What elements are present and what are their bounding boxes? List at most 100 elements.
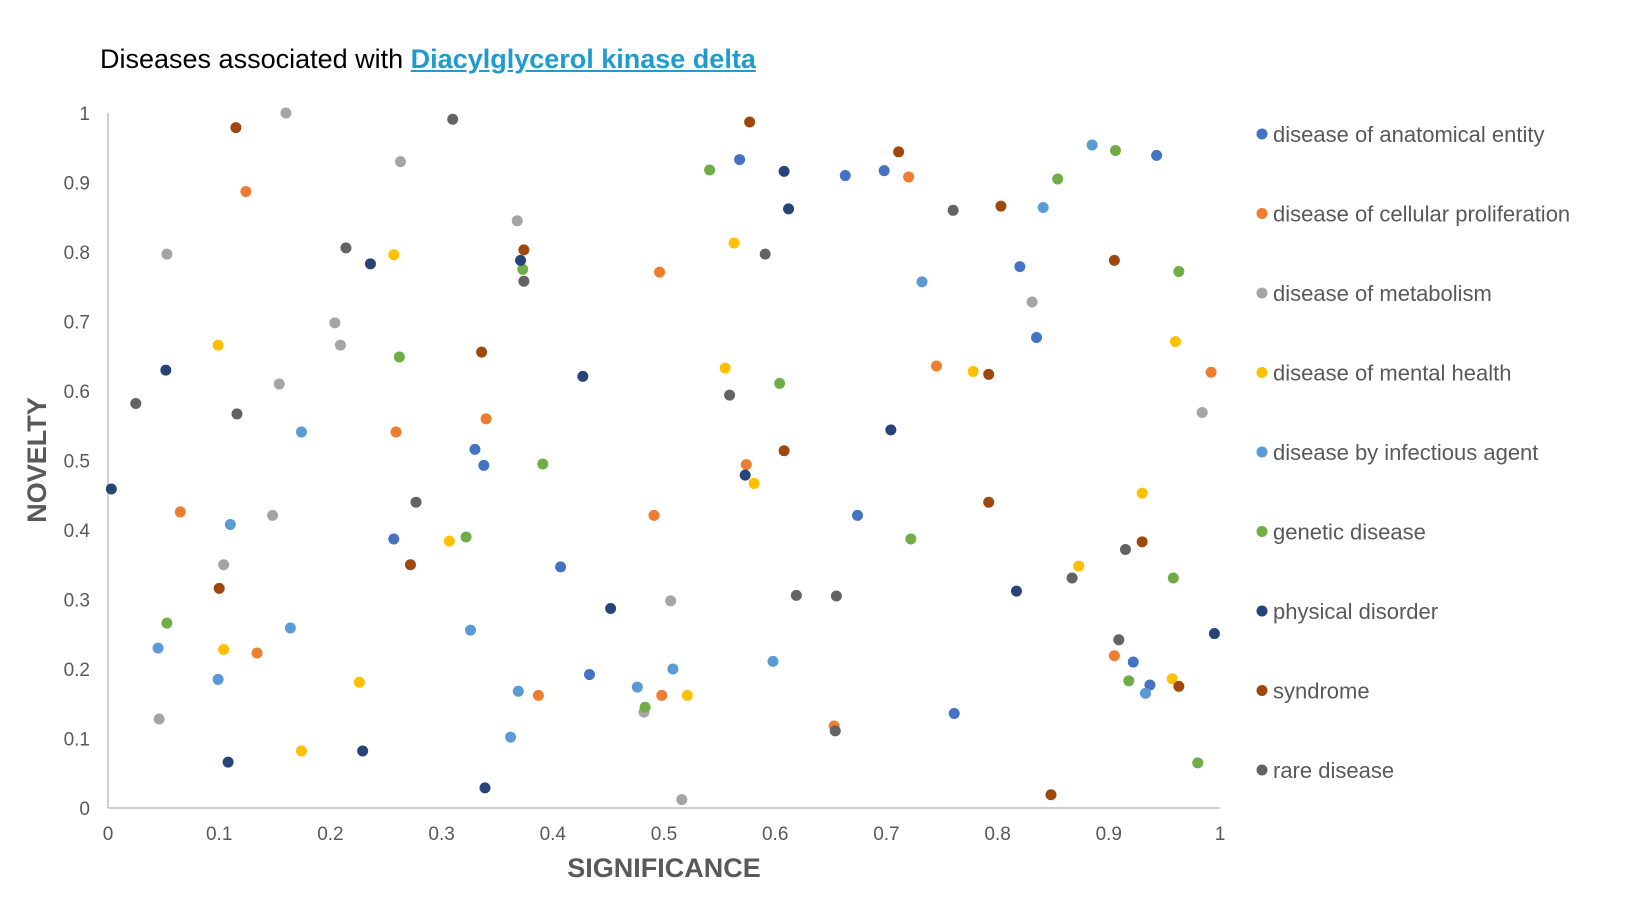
- y-tick-label: 0.7: [64, 313, 90, 334]
- data-point: [577, 370, 589, 382]
- x-tick-label: 0.4: [540, 824, 567, 845]
- data-point: [480, 413, 492, 425]
- data-point: [778, 165, 790, 177]
- data-point: [105, 483, 117, 495]
- data-point: [518, 275, 530, 287]
- data-point: [1136, 487, 1148, 499]
- y-tick-label: 0.8: [64, 243, 90, 264]
- y-tick-labels: 0 0.1 0.2 0.3 0.4 0.5 0.6 0.7 0.8 0.9 1: [64, 104, 91, 820]
- data-point: [1119, 543, 1131, 555]
- legend-marker: [1256, 764, 1268, 776]
- data-point: [740, 459, 752, 471]
- data-point: [295, 745, 307, 757]
- data-point: [724, 389, 736, 401]
- y-tick-label: 0.1: [64, 730, 90, 751]
- data-point: [1144, 679, 1156, 691]
- data-point: [1166, 673, 1178, 685]
- legend-label: disease by infectious agent: [1273, 440, 1538, 465]
- data-point: [357, 745, 369, 757]
- data-point: [790, 589, 802, 601]
- data-point: [605, 603, 617, 615]
- data-point: [1139, 687, 1151, 699]
- data-point: [512, 685, 524, 697]
- data-point: [639, 701, 651, 713]
- data-point: [1108, 650, 1120, 662]
- data-point: [719, 362, 731, 374]
- gene-link[interactable]: Diacylglycerol kinase delta: [410, 44, 756, 74]
- data-point: [340, 242, 352, 254]
- data-point: [231, 408, 243, 420]
- legend-marker: [1256, 208, 1268, 219]
- legend-label: syndrome: [1273, 679, 1370, 704]
- data-point: [240, 186, 252, 198]
- data-point: [478, 459, 490, 471]
- legend-marker: [1256, 526, 1268, 537]
- data-point: [783, 203, 795, 215]
- legend-marker: [1256, 446, 1268, 458]
- x-tick-label: 0.7: [873, 824, 899, 845]
- legend-marker: [1256, 685, 1268, 696]
- x-tick-label: 0.8: [984, 824, 1010, 845]
- data-point: [1052, 173, 1064, 185]
- x-tick-label: 0.9: [1096, 824, 1122, 845]
- data-point: [748, 477, 760, 489]
- data-point: [893, 146, 905, 158]
- data-point: [267, 509, 279, 521]
- data-point: [364, 258, 376, 270]
- data-point: [667, 663, 679, 675]
- data-point: [905, 533, 917, 545]
- data-point: [916, 276, 928, 288]
- data-point: [1123, 675, 1135, 687]
- legend-label: genetic disease: [1273, 520, 1426, 545]
- data-point: [1045, 789, 1057, 801]
- legend: disease of anatomical entity disease of c…: [1256, 122, 1570, 783]
- data-point: [648, 509, 660, 521]
- data-point: [393, 351, 405, 363]
- data-point: [631, 681, 643, 693]
- data-point: [728, 237, 740, 249]
- data-point: [583, 669, 595, 681]
- data-point: [353, 676, 365, 688]
- data-point: [1205, 366, 1217, 378]
- data-point: [676, 794, 688, 806]
- data-point: [829, 725, 841, 737]
- data-point: [851, 509, 863, 521]
- legend-label: rare disease: [1273, 758, 1394, 783]
- data-point: [739, 469, 751, 481]
- data-point: [273, 378, 285, 390]
- data-point: [555, 561, 567, 573]
- data-point: [1151, 149, 1163, 161]
- data-point: [1073, 560, 1085, 572]
- data-point: [983, 496, 995, 508]
- data-point: [995, 200, 1007, 212]
- data-point: [218, 644, 230, 656]
- data-point: [759, 248, 771, 260]
- data-point: [469, 443, 481, 455]
- legend-marker: [1256, 367, 1268, 378]
- y-tick-label: 0.5: [64, 452, 90, 473]
- data-point: [903, 171, 915, 183]
- scatter-points: [105, 107, 1220, 806]
- data-point: [334, 339, 346, 351]
- data-point: [1011, 585, 1023, 597]
- y-tick-label: 0.3: [64, 591, 90, 612]
- data-point: [515, 254, 527, 266]
- data-point: [230, 122, 242, 134]
- data-point: [460, 531, 472, 543]
- data-point: [1173, 680, 1185, 692]
- data-point: [778, 445, 790, 457]
- data-point: [222, 756, 234, 768]
- data-point: [443, 535, 455, 547]
- data-point: [885, 424, 897, 436]
- data-point: [967, 366, 979, 378]
- data-point: [1109, 145, 1121, 157]
- data-point: [174, 506, 186, 518]
- data-point: [734, 154, 746, 166]
- x-axis-title: SIGNIFICANCE: [567, 853, 761, 883]
- data-point: [505, 731, 517, 743]
- x-tick-label: 0.5: [651, 824, 677, 845]
- data-point: [774, 377, 786, 389]
- data-point: [476, 346, 488, 358]
- data-point: [518, 244, 530, 256]
